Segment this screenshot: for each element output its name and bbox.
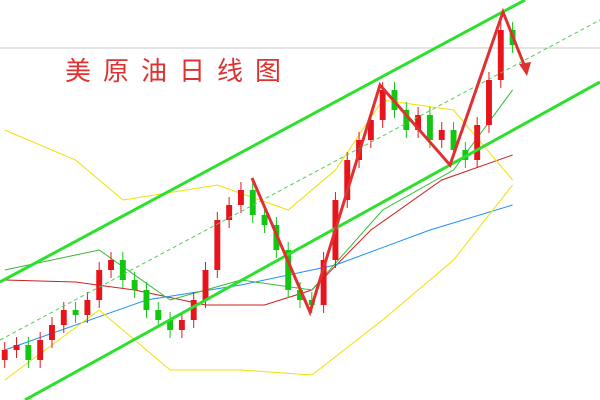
candle-body — [226, 205, 233, 220]
candle-body — [25, 345, 32, 360]
candle-body — [96, 270, 103, 300]
candle-body — [249, 190, 256, 215]
candle-body — [450, 130, 457, 150]
candle-body — [497, 30, 504, 80]
candle-body — [190, 300, 197, 320]
candle-body — [285, 250, 292, 290]
indicator-line — [4, 99, 513, 211]
indicator-line — [4, 204, 513, 351]
candle-body — [155, 310, 162, 320]
candle-body — [202, 270, 209, 300]
candle-body — [344, 160, 351, 200]
candle-body — [320, 260, 327, 305]
channel-middle — [0, 19, 600, 341]
candle-body — [167, 320, 174, 330]
candle-body — [415, 115, 422, 130]
candle-body — [403, 110, 410, 130]
candle-body — [379, 90, 386, 120]
arrow-head — [519, 62, 531, 76]
candle-body — [1, 350, 8, 360]
candle-body — [367, 120, 374, 140]
overlays — [4, 89, 514, 381]
candle-body — [49, 325, 55, 340]
candle-body — [214, 220, 221, 270]
candle-body — [426, 115, 433, 140]
candle-body — [37, 340, 44, 360]
candle-body — [131, 280, 138, 290]
candle-body — [13, 345, 20, 350]
candle-body — [486, 80, 492, 125]
chart-title: 美原油日线图 — [65, 57, 293, 87]
candle-body — [297, 290, 303, 300]
candles — [1, 22, 516, 368]
candle-body — [72, 310, 79, 315]
candle-body — [108, 260, 114, 270]
indicator-line — [4, 184, 513, 381]
channel-lower — [24, 80, 600, 400]
candle-body — [474, 125, 481, 160]
candle-body — [84, 300, 91, 315]
candle-body — [237, 190, 244, 205]
candle-body — [119, 260, 126, 280]
channel-upper — [0, 0, 526, 284]
candle-body — [143, 290, 150, 310]
candle-body — [178, 320, 185, 330]
indicator-line — [4, 154, 513, 306]
candle-body — [438, 130, 445, 140]
candle-body — [60, 310, 67, 325]
candle-body — [261, 215, 268, 225]
trend-arrows — [250, 7, 529, 317]
